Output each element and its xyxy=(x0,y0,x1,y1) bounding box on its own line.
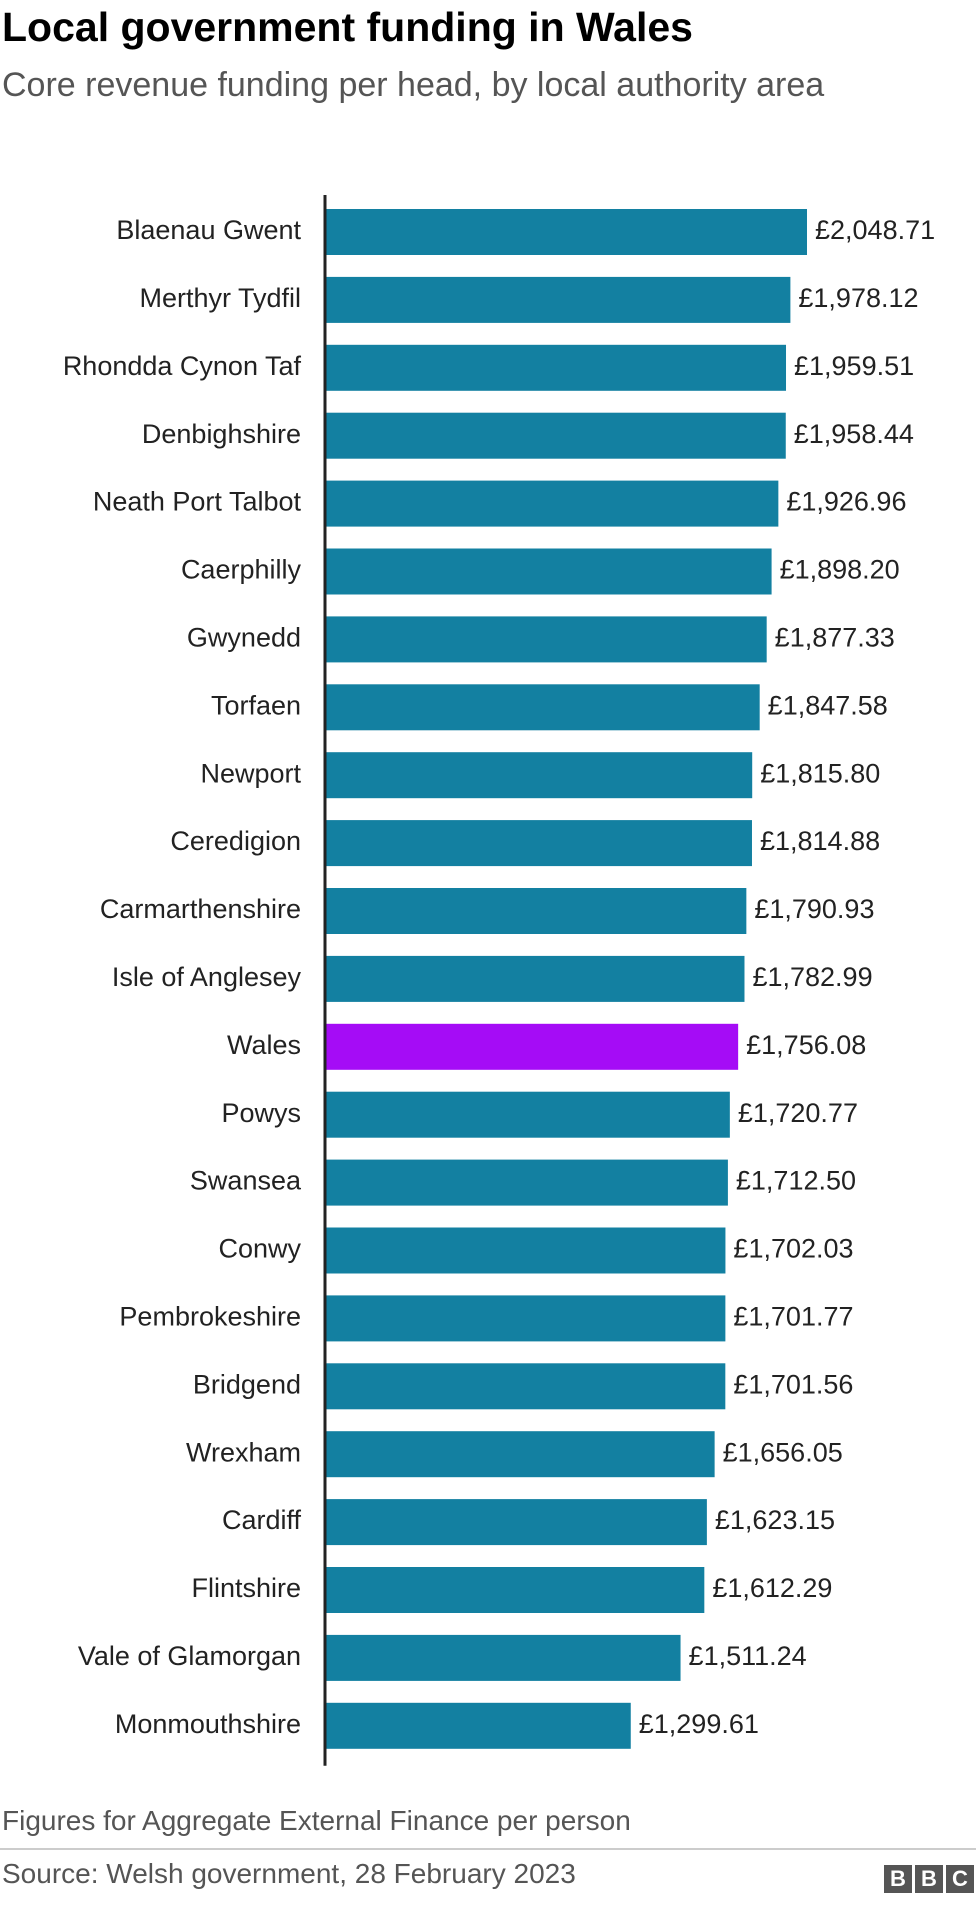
y-tick-label: Isle of Anglesey xyxy=(112,962,302,992)
note: Figures for Aggregate External Finance p… xyxy=(2,1805,631,1836)
value-label: £1,847.58 xyxy=(768,690,888,720)
value-label: £1,959.51 xyxy=(794,351,914,381)
bar xyxy=(325,1634,681,1681)
logo-letter: B xyxy=(884,1865,912,1893)
value-label: £1,623.15 xyxy=(715,1505,835,1535)
value-label: £1,790.93 xyxy=(754,894,874,924)
bar xyxy=(325,752,753,799)
bar xyxy=(325,1499,707,1546)
value-label: £1,299.61 xyxy=(639,1709,759,1739)
value-label: £1,958.44 xyxy=(794,419,914,449)
bar xyxy=(325,344,787,391)
value-label: £1,511.24 xyxy=(689,1641,807,1671)
bar xyxy=(325,1567,705,1613)
bar xyxy=(325,888,747,934)
bar xyxy=(325,1023,739,1070)
value-label: £1,877.33 xyxy=(775,623,895,653)
y-tick-label: Ceredigion xyxy=(170,826,301,856)
y-tick-label: Powys xyxy=(221,1098,301,1128)
value-label: £1,782.99 xyxy=(752,962,872,992)
y-tick-label: Swansea xyxy=(190,1166,302,1196)
value-label: £1,898.20 xyxy=(780,555,900,585)
value-label: £2,048.71 xyxy=(815,215,935,245)
logo-letter: C xyxy=(946,1865,974,1893)
y-tick-label: Newport xyxy=(200,758,301,788)
y-tick-label: Vale of Glamorgan xyxy=(78,1641,301,1671)
value-label: £1,612.29 xyxy=(712,1573,832,1603)
value-label: £1,701.77 xyxy=(733,1302,853,1332)
source: Source: Welsh government, 28 February 20… xyxy=(2,1858,576,1889)
y-tick-label: Flintshire xyxy=(191,1573,301,1603)
bar xyxy=(325,1159,728,1206)
bar xyxy=(325,276,791,323)
bar xyxy=(325,616,767,663)
value-label: £1,701.56 xyxy=(733,1369,853,1399)
bar xyxy=(325,1702,631,1749)
bar xyxy=(325,820,752,867)
bar xyxy=(325,955,745,1002)
chart-subtitle: Core revenue funding per head, by local … xyxy=(2,66,825,104)
bar xyxy=(325,684,760,731)
bar xyxy=(325,209,807,255)
y-tick-label: Caerphilly xyxy=(181,555,302,585)
value-label: £1,814.88 xyxy=(760,826,880,856)
chart-title: Local government funding in Wales xyxy=(2,4,693,50)
y-tick-label: Rhondda Cynon Taf xyxy=(63,351,302,381)
chart: Blaenau Gwent £2,048.71 Merthyr Tydfil £1,9… xyxy=(63,195,935,1766)
y-tick-label: Wrexham xyxy=(186,1437,301,1467)
y-tick-label: Pembrokeshire xyxy=(119,1302,301,1332)
bar xyxy=(325,1091,730,1138)
logo-letter: B xyxy=(915,1865,943,1893)
y-tick-label: Merthyr Tydfil xyxy=(139,283,301,313)
value-label: £1,720.77 xyxy=(738,1098,858,1128)
value-label: £1,656.05 xyxy=(723,1437,843,1467)
bar xyxy=(325,548,772,595)
value-label: £1,712.50 xyxy=(736,1166,856,1196)
y-tick-label: Gwynedd xyxy=(187,623,301,653)
y-tick-label: Carmarthenshire xyxy=(100,894,301,924)
value-label: £1,702.03 xyxy=(733,1234,853,1264)
y-tick-label: Neath Port Talbot xyxy=(93,487,302,517)
y-tick-label: Conwy xyxy=(218,1234,301,1264)
bar xyxy=(325,480,779,527)
value-label: £1,978.12 xyxy=(798,283,918,313)
divider xyxy=(0,1848,976,1850)
bar xyxy=(325,1295,726,1342)
bar xyxy=(325,1431,715,1478)
y-tick-label: Monmouthshire xyxy=(115,1709,301,1739)
bar xyxy=(325,412,786,459)
y-tick-label: Cardiff xyxy=(222,1505,302,1535)
y-tick-label: Blaenau Gwent xyxy=(116,215,301,245)
value-label: £1,815.80 xyxy=(760,758,880,788)
y-tick-label: Bridgend xyxy=(193,1369,301,1399)
value-label: £1,756.08 xyxy=(746,1030,866,1060)
value-label: £1,926.96 xyxy=(786,487,906,517)
y-tick-label: Denbighshire xyxy=(142,419,301,449)
bar xyxy=(325,1227,726,1274)
y-tick-label: Torfaen xyxy=(211,690,301,720)
y-tick-label: Wales xyxy=(227,1030,301,1060)
bar xyxy=(325,1363,726,1410)
